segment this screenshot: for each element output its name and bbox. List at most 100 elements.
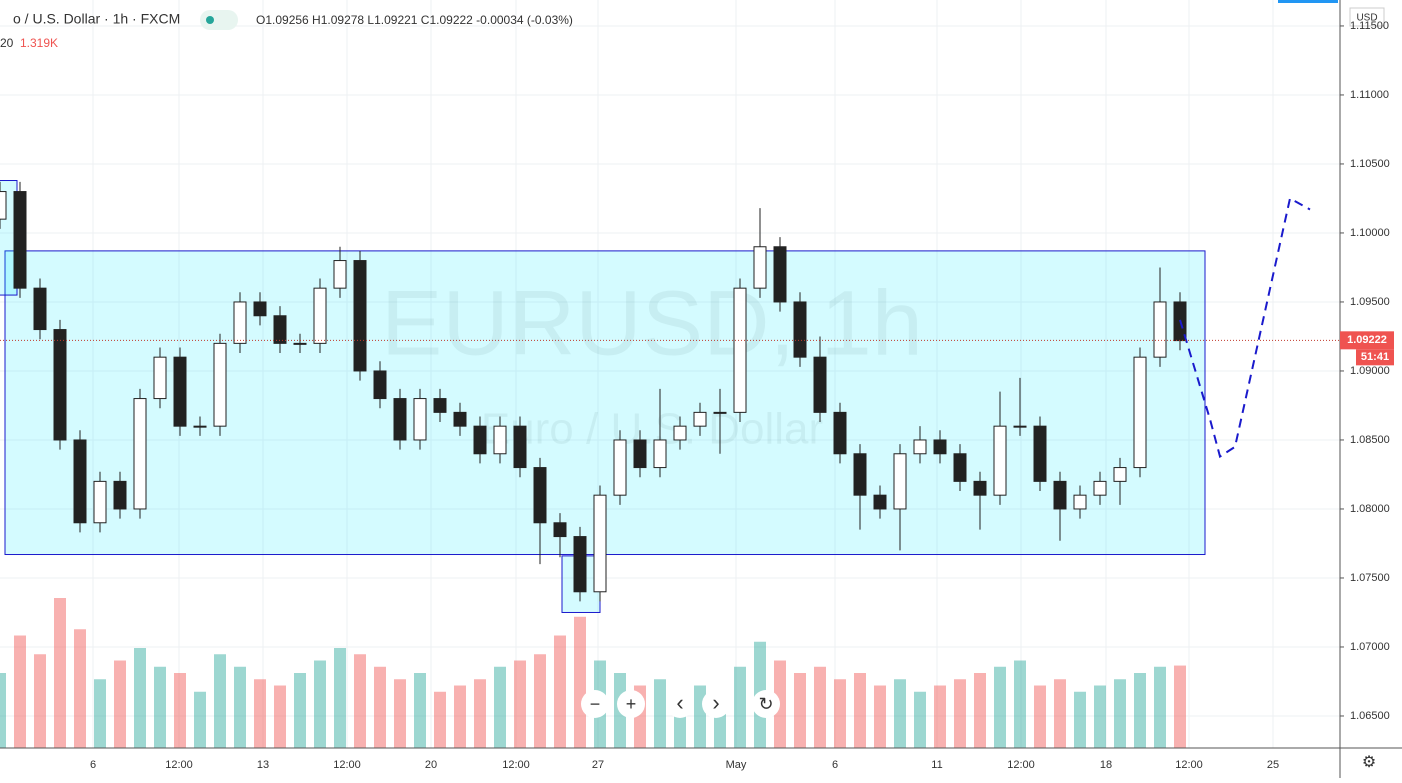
- candle-body: [953, 453, 967, 482]
- x-tick-label: 12:00: [333, 759, 361, 771]
- volume-bar: [954, 679, 966, 748]
- candle-body: [1073, 494, 1087, 510]
- y-tick-label: 1.08000: [1350, 503, 1390, 515]
- volume-bar: [574, 616, 586, 748]
- candle-body: [453, 411, 467, 427]
- volume-bar: [314, 660, 326, 748]
- volume-bar: [854, 673, 866, 748]
- candle-body: [1033, 425, 1047, 482]
- volume-bar: [114, 660, 126, 748]
- volume-bar: [434, 691, 446, 748]
- volume-bar: [474, 679, 486, 748]
- volume-bar: [814, 666, 826, 748]
- candle-body: [733, 287, 747, 413]
- volume-bar: [214, 654, 226, 748]
- candle-body: [833, 411, 847, 455]
- candle-body: [313, 287, 327, 344]
- candle-body: [653, 439, 667, 469]
- candle-body: [493, 425, 507, 455]
- candle-body: [813, 356, 827, 413]
- candle-body: [373, 370, 387, 400]
- volume-bar: [154, 666, 166, 748]
- volume-value: 1.319K: [20, 36, 58, 50]
- volume-bar: [454, 685, 466, 748]
- volume-bar: [74, 629, 86, 748]
- y-tick-label: 1.09000: [1350, 365, 1390, 377]
- candle-body: [793, 301, 807, 358]
- volume-bar: [0, 673, 6, 748]
- volume-bar: [874, 685, 886, 748]
- candle-body: [0, 191, 7, 220]
- plot: [0, 180, 1340, 748]
- candle-body: [273, 315, 287, 344]
- candle-body: [573, 536, 587, 593]
- candle-body: [13, 191, 27, 289]
- candle-body: [393, 398, 407, 441]
- candle-body: [753, 246, 767, 289]
- x-tick-label: 6: [90, 759, 96, 771]
- candle-body: [633, 439, 647, 469]
- controls: − + ‹ › ↻: [581, 690, 780, 718]
- volume-bar: [974, 673, 986, 748]
- x-tick-label: 12:00: [1175, 759, 1203, 771]
- back-button[interactable]: ‹: [666, 690, 694, 718]
- candle-body: [1053, 480, 1067, 510]
- y-tick-label: 1.10000: [1350, 227, 1390, 239]
- y-tick-label: 1.11500: [1350, 20, 1389, 32]
- y-tick-label: 1.07500: [1350, 572, 1390, 584]
- volume-bar: [1094, 685, 1106, 748]
- countdown-tag: [1356, 349, 1394, 366]
- volume-bar: [1034, 685, 1046, 748]
- zoom-out-button[interactable]: −: [581, 690, 609, 718]
- volume-bar: [1114, 679, 1126, 748]
- x-tick-label: 12:00: [165, 759, 193, 771]
- currency[interactable]: USD: [1356, 13, 1377, 24]
- settings-button[interactable]: ⚙: [1362, 754, 1376, 771]
- volume-bar: [294, 673, 306, 748]
- forward-button[interactable]: ›: [702, 690, 730, 718]
- currency-box[interactable]: [1349, 7, 1385, 27]
- volume-bar: [254, 679, 266, 748]
- watermark-name: Euro / U.S. Dollar: [481, 405, 823, 454]
- candle-body: [33, 287, 47, 331]
- volume-bar: [274, 685, 286, 748]
- volume-bar: [1074, 691, 1086, 748]
- projection-path: [1179, 196, 1311, 459]
- candle-body: [73, 439, 87, 524]
- candle-body: [693, 411, 707, 427]
- candle-body: [513, 425, 527, 469]
- x-tick-label: 18: [1100, 759, 1112, 771]
- reset-button[interactable]: ↻: [752, 690, 780, 718]
- volume-bar: [694, 685, 706, 748]
- x-tick-label: 12:00: [1007, 759, 1035, 771]
- volume-bar: [414, 673, 426, 748]
- candle-body: [853, 453, 867, 496]
- zoom-in-label[interactable]: +: [626, 694, 637, 714]
- candle-body: [673, 425, 687, 441]
- toolbar-edge: [1278, 0, 1338, 3]
- status-pill: [200, 10, 238, 30]
- candle-body: [433, 398, 447, 413]
- y-tick-label: 1.07000: [1350, 641, 1390, 653]
- ohlc: O1.09256 H1.09278 L1.09221 C1.09222 -0.0…: [256, 13, 573, 27]
- volume-bar: [774, 660, 786, 748]
- volume-bar: [534, 654, 546, 748]
- back-label[interactable]: ‹: [676, 690, 683, 715]
- candle-body: [353, 260, 367, 372]
- volume-bar: [1134, 673, 1146, 748]
- candle-body: [233, 301, 247, 344]
- volume-bar: [1174, 665, 1186, 748]
- watermark: EURUSD, 1h Euro / U.S. Dollar: [381, 272, 923, 453]
- zoom-in-button[interactable]: +: [617, 690, 645, 718]
- candle-body: [773, 246, 787, 303]
- candle-body: [93, 480, 107, 524]
- forward-label[interactable]: ›: [712, 690, 719, 715]
- volume-bar: [1154, 666, 1166, 748]
- candle-body: [993, 425, 1007, 496]
- volume-bar: [394, 679, 406, 748]
- reset-label[interactable]: ↻: [758, 694, 773, 714]
- candle-body: [293, 342, 307, 345]
- y-tick-label: 1.10500: [1350, 158, 1390, 170]
- zoom-out-label[interactable]: −: [590, 694, 601, 714]
